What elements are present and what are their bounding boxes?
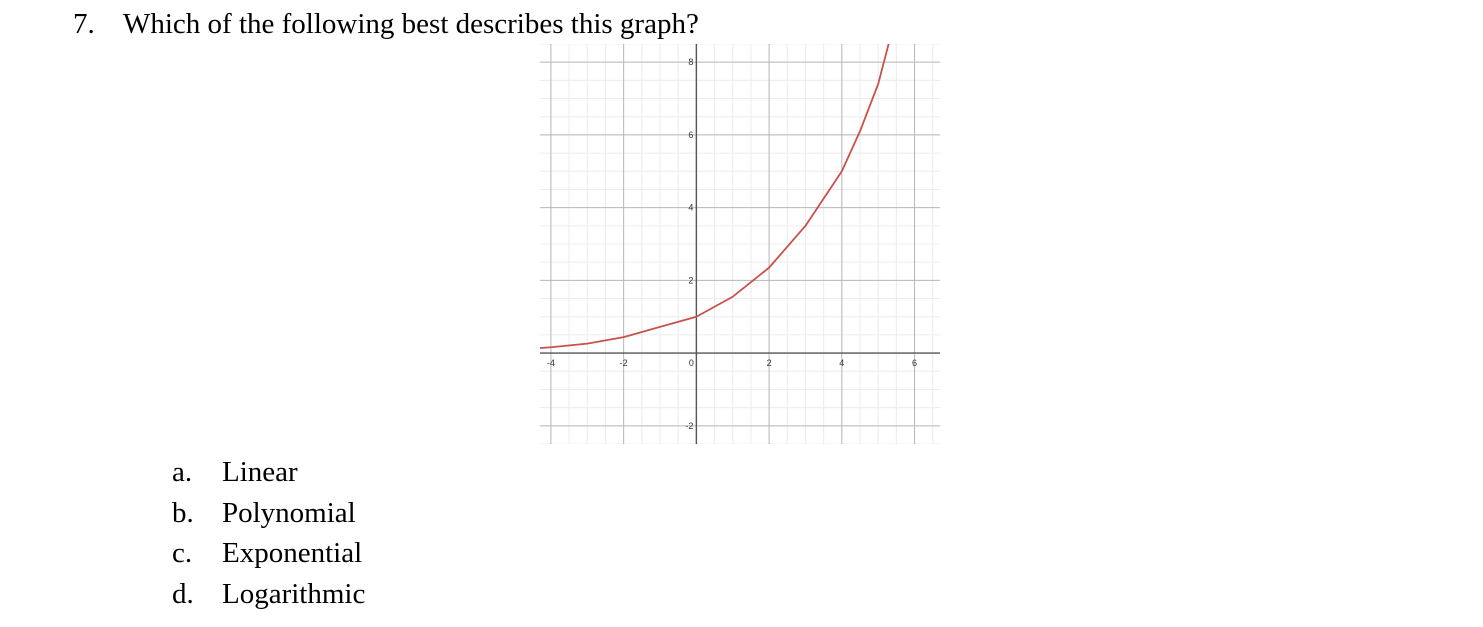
y-tick-label: 6: [688, 130, 693, 140]
choice-label: Exponential: [222, 537, 363, 569]
choice-letter: b.: [172, 497, 194, 529]
question-text: Which of the following best describes th…: [123, 8, 699, 40]
x-tick-label: 0: [689, 358, 694, 368]
choice-letter: a.: [172, 456, 193, 488]
choice-label: Linear: [222, 456, 298, 488]
minor-grid: [540, 44, 940, 444]
major-grid: [540, 44, 940, 444]
choice-letter: c.: [172, 537, 193, 569]
choice-label: Logarithmic: [222, 578, 366, 610]
question-number: 7.: [73, 8, 95, 40]
curves: [540, 44, 890, 349]
choice-letter: d.: [172, 578, 194, 610]
y-tick-label: 4: [688, 203, 693, 213]
tick-labels: -4 -2 0 2 4 6 -2 2 4 6 8: [547, 57, 917, 431]
choice-label: Polynomial: [222, 497, 356, 529]
curve-line: [540, 44, 890, 349]
x-tick-label: -4: [547, 358, 555, 368]
x-tick-label: 4: [839, 358, 844, 368]
x-tick-label: -2: [620, 358, 628, 368]
x-tick-label: 6: [912, 358, 917, 368]
answer-choices: a. Linear b. Polynomial c. Exponential d…: [0, 0, 600, 627]
x-tick-label: 2: [767, 358, 772, 368]
y-tick-label: 8: [688, 57, 693, 67]
function-graph: -4 -2 0 2 4 6 -2 2 4 6 8: [540, 44, 940, 444]
axes: [540, 44, 940, 444]
y-tick-label: 2: [688, 275, 693, 285]
graph-svg: -4 -2 0 2 4 6 -2 2 4 6 8: [540, 44, 940, 444]
y-tick-label: -2: [685, 421, 693, 431]
